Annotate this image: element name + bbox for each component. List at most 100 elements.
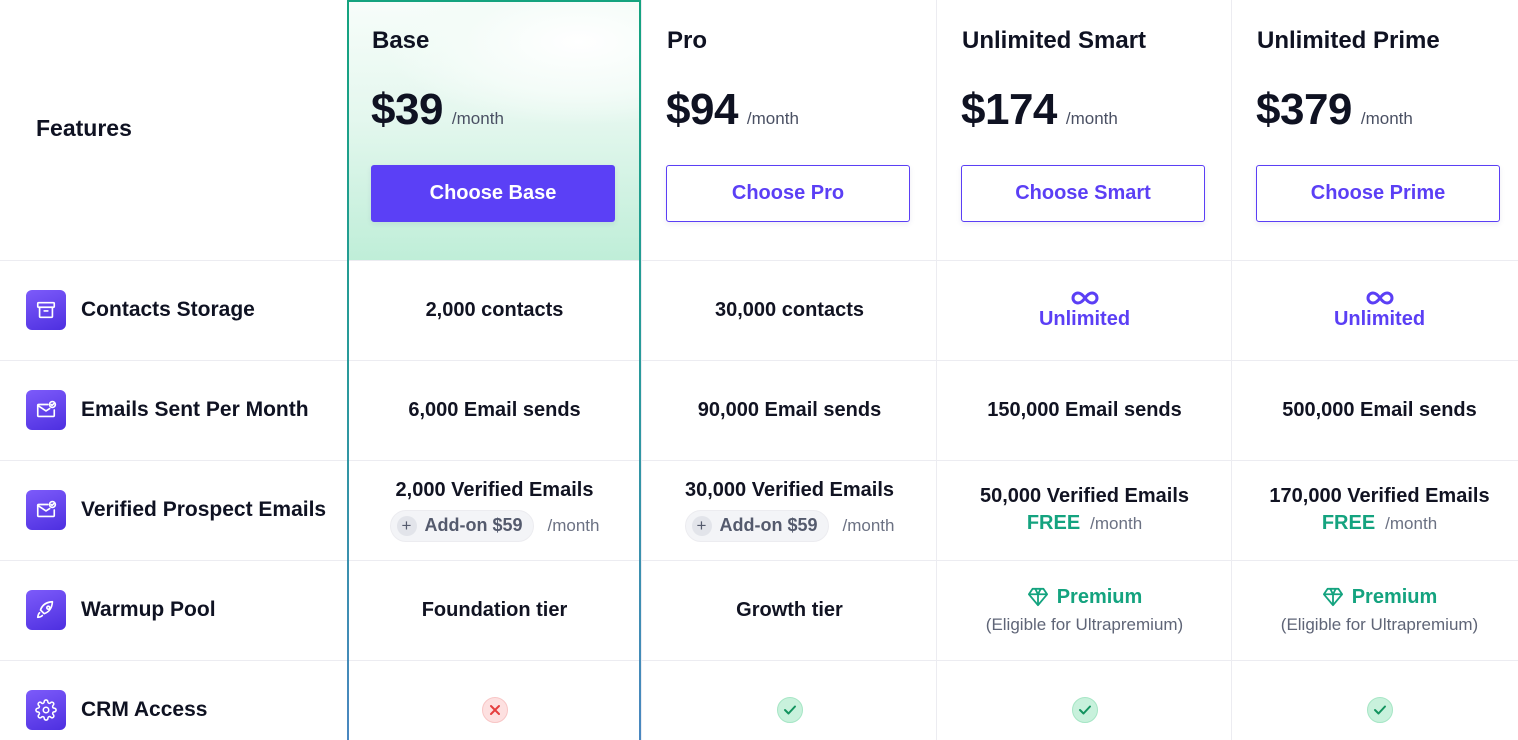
- verified-value: 2,000 Verified Emails: [395, 478, 594, 501]
- check-icon: [1366, 697, 1393, 723]
- emails-sent-cell-base: 6,000 Email sends: [347, 360, 642, 460]
- crm-cell-smart: [937, 660, 1232, 740]
- premium-row: Premium: [1027, 585, 1143, 609]
- feature-row-contacts-storage: Contacts Storage: [0, 260, 347, 360]
- choose-smart-button[interactable]: Choose Smart: [961, 165, 1205, 222]
- column-divider: [936, 0, 937, 740]
- column-divider: [641, 0, 642, 740]
- plan-name: Unlimited Prime: [1257, 27, 1440, 54]
- warmup-value: Foundation tier: [421, 598, 568, 621]
- plan-price: $94 /month: [666, 85, 799, 135]
- verified-value: 30,000 Verified Emails: [684, 478, 895, 501]
- feature-label: CRM Access: [81, 698, 208, 721]
- price-amount: $174: [961, 85, 1057, 134]
- plan-price: $174 /month: [961, 85, 1118, 135]
- row-divider: [0, 360, 1518, 361]
- premium-row: Premium: [1322, 585, 1438, 609]
- plus-icon: +: [691, 515, 712, 536]
- feature-row-verified-prospect-emails: Verified Prospect Emails: [0, 460, 347, 560]
- price-period: /month: [1065, 109, 1118, 128]
- price-period: /month: [451, 109, 504, 128]
- verified-cell-pro: 30,000 Verified Emails + Add-on $59 /mon…: [642, 460, 937, 560]
- crm-cell-prime: [1232, 660, 1518, 740]
- features-heading: Features: [36, 115, 132, 141]
- warmup-cell-prime: Premium (Eligible for Ultrapremium): [1232, 560, 1518, 660]
- plan-price: $379 /month: [1256, 85, 1413, 135]
- plan-name: Base: [372, 27, 430, 54]
- free-label: FREE: [1026, 512, 1081, 534]
- addon-row: + Add-on $59 /month: [389, 509, 600, 542]
- choose-pro-button[interactable]: Choose Pro: [666, 165, 910, 222]
- warmup-note: (Eligible for Ultrapremium): [985, 614, 1184, 634]
- row-divider: [0, 260, 1518, 261]
- emails-sent-cell-pro: 90,000 Email sends: [642, 360, 937, 460]
- contacts-cell-smart: Unlimited: [937, 260, 1232, 360]
- column-divider: [1231, 0, 1232, 740]
- plan-price: $39 /month: [371, 85, 504, 135]
- feature-label: Verified Prospect Emails: [81, 498, 327, 521]
- free-period: /month: [1090, 513, 1143, 533]
- rocket-icon: [26, 590, 66, 630]
- crm-cell-base: [347, 660, 642, 740]
- contacts-cell-prime: Unlimited: [1232, 260, 1518, 360]
- check-icon: [1071, 697, 1098, 723]
- choose-prime-button[interactable]: Choose Prime: [1256, 165, 1500, 222]
- warmup-value: Premium: [1056, 585, 1143, 608]
- price-period: /month: [746, 109, 799, 128]
- plus-icon: +: [396, 515, 417, 536]
- plan-name: Pro: [667, 27, 708, 54]
- feature-label: Contacts Storage: [81, 298, 255, 321]
- archive-box-icon: [26, 290, 66, 330]
- feature-row-crm-access: CRM Access: [0, 660, 347, 740]
- free-period: /month: [1385, 513, 1438, 533]
- choose-base-button[interactable]: Choose Base: [371, 165, 615, 222]
- x-icon: [481, 697, 508, 723]
- verified-value: 50,000 Verified Emails: [979, 485, 1190, 507]
- row-divider: [0, 560, 1518, 561]
- addon-button[interactable]: + Add-on $59: [389, 509, 534, 542]
- feature-label: Emails Sent Per Month: [81, 398, 309, 421]
- crm-cell-pro: [642, 660, 937, 740]
- warmup-cell-smart: Premium (Eligible for Ultrapremium): [937, 560, 1232, 660]
- row-divider: [0, 460, 1518, 461]
- contacts-value: 30,000 contacts: [715, 298, 864, 321]
- contacts-cell-pro: 30,000 contacts: [642, 260, 937, 360]
- plan-name: Unlimited Smart: [962, 27, 1147, 54]
- warmup-value: Growth tier: [736, 598, 843, 621]
- row-divider: [0, 660, 1518, 661]
- feature-row-warmup-pool: Warmup Pool: [0, 560, 347, 660]
- warmup-cell-base: Foundation tier: [347, 560, 642, 660]
- contacts-value: Unlimited: [1333, 307, 1426, 330]
- warmup-value: Premium: [1351, 585, 1438, 608]
- addon-period: /month: [842, 515, 895, 535]
- addon-label: Add-on $59: [424, 515, 523, 535]
- emails-sent-value: 90,000 Email sends: [697, 398, 882, 421]
- addon-label: Add-on $59: [719, 515, 818, 535]
- mail-check-icon: [26, 390, 66, 430]
- verified-value: 170,000 Verified Emails: [1269, 485, 1490, 507]
- plan-header-pro: Pro $94 /month Choose Pro: [642, 0, 937, 260]
- contacts-value: 2,000 contacts: [425, 298, 564, 321]
- addon-period: /month: [547, 515, 600, 535]
- addon-button[interactable]: + Add-on $59: [684, 509, 829, 542]
- free-row: FREE /month: [1322, 512, 1437, 535]
- price-amount: $39: [371, 85, 443, 134]
- plan-header-base: Base $39 /month Choose Base: [347, 0, 642, 260]
- emails-sent-value: 6,000 Email sends: [408, 398, 581, 421]
- price-amount: $94: [666, 85, 738, 134]
- warmup-note: (Eligible for Ultrapremium): [1280, 614, 1479, 634]
- free-label: FREE: [1321, 512, 1376, 534]
- emails-sent-value: 150,000 Email sends: [987, 398, 1182, 421]
- check-icon: [776, 697, 803, 723]
- feature-label: Warmup Pool: [81, 598, 216, 621]
- diamond-icon: [1322, 587, 1343, 607]
- contacts-cell-base: 2,000 contacts: [347, 260, 642, 360]
- price-amount: $379: [1256, 85, 1352, 134]
- gear-icon: [26, 690, 66, 730]
- verified-cell-prime: 170,000 Verified Emails FREE /month: [1232, 460, 1518, 560]
- infinity-icon: [1071, 290, 1098, 305]
- addon-row: + Add-on $59 /month: [684, 509, 895, 542]
- diamond-icon: [1027, 587, 1048, 607]
- warmup-cell-pro: Growth tier: [642, 560, 937, 660]
